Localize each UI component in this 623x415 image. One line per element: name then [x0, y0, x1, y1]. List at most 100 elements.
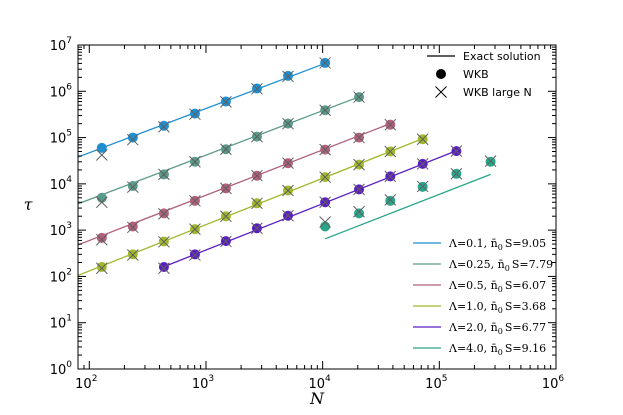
wkb-point: [96, 232, 107, 243]
wkb-large-n-point: [484, 155, 497, 167]
x-tick-base: 10: [309, 377, 326, 392]
exact-solution-line: [162, 150, 457, 268]
cross-stroke: [282, 157, 294, 170]
wkb-large-n-point: [416, 133, 429, 146]
wkb-large-n-point: [220, 143, 232, 156]
cross-stroke: [450, 167, 463, 180]
x-tick-exp: 3: [208, 374, 214, 384]
cross-stroke: [353, 183, 365, 196]
y-tick-exp: 4: [66, 175, 72, 185]
wkb-large-n-point: [126, 181, 139, 193]
cross-stroke: [126, 133, 139, 146]
ticks-layer: [78, 44, 557, 370]
legend-label-part: S=9.16: [505, 342, 546, 355]
cross-stroke: [384, 170, 397, 183]
marker-legend: Exact solution WKB WKB large N: [427, 50, 541, 99]
wkb-large-n-point: [95, 262, 108, 275]
wkb-large-n-point: [353, 158, 365, 171]
cross-stroke: [220, 143, 232, 156]
wkb-large-n-point: [319, 171, 331, 183]
wkb-point: [158, 261, 169, 272]
wkb-large-n-point: [189, 155, 201, 168]
wkb-large-n-point: [158, 207, 170, 220]
wkb-large-n-point: [158, 168, 170, 181]
series-layer: [78, 57, 497, 277]
legend-label-part: n̄: [491, 321, 498, 334]
cross-stroke: [158, 262, 170, 275]
cross-stroke: [95, 196, 108, 209]
wkb-large-n-point: [282, 117, 294, 130]
x-tick-exp: 5: [442, 374, 448, 384]
y-tick-exp: 7: [66, 36, 72, 46]
wkb-large-n-point: [384, 194, 397, 206]
x-tick-base: 10: [542, 377, 559, 392]
series-legend-label: Λ=0.25, n̄0 S=7.79: [448, 258, 553, 273]
y-tick-exp: 1: [66, 314, 72, 324]
wkb-large-n-point: [353, 131, 365, 144]
y-tick-label: 102: [50, 267, 72, 285]
x-tick-label: 102: [75, 374, 97, 392]
series-legend-label: Λ=2.0, n̄0 S=6.77: [448, 321, 546, 336]
legend-label-part: n̄: [491, 237, 498, 250]
cross-stroke: [416, 158, 429, 170]
y-tick-base: 10: [50, 363, 67, 378]
series-group: [78, 118, 397, 246]
legend-label-part: 0: [498, 348, 503, 357]
wkb-point: [354, 208, 365, 219]
wkb-large-n-point: [282, 209, 294, 222]
wkb-large-n-point: [251, 82, 263, 95]
wkb-large-n-point: [95, 233, 108, 246]
wkb-large-n-point: [416, 180, 429, 193]
wkb-point: [127, 221, 138, 232]
wkb-point: [96, 192, 107, 203]
y-tick-base: 10: [50, 270, 67, 285]
legend-label-part: S=9.05: [505, 237, 546, 250]
wkb-point: [127, 180, 138, 191]
legend-label-part: 0: [498, 306, 503, 315]
x-tick-base: 10: [75, 377, 92, 392]
y-tick-label: 107: [50, 36, 72, 54]
x-axis-title: N: [309, 389, 325, 408]
cross-stroke: [251, 130, 263, 143]
series-group: [78, 57, 331, 161]
legend-label-part: n̄: [491, 300, 498, 313]
series-group: [78, 133, 429, 277]
wkb-large-n-point: [416, 158, 429, 170]
x-tick-label: 103: [192, 374, 214, 392]
legend-label-part: n̄: [498, 258, 505, 271]
cross-stroke: [95, 233, 108, 246]
cross-stroke: [353, 158, 365, 171]
cross-stroke: [282, 209, 294, 222]
wkb-large-n-point: [95, 196, 108, 209]
wkb-point: [385, 195, 396, 206]
cross-stroke: [353, 91, 365, 103]
y-tick-base: 10: [50, 178, 67, 193]
marker-legend-label: WKB: [463, 68, 489, 81]
legend-label-part: n̄: [491, 279, 498, 292]
wkb-large-n-point: [319, 216, 331, 228]
wkb-large-n-point: [189, 249, 201, 261]
series-group: [78, 91, 365, 209]
legend-label-part: S=7.79: [512, 258, 553, 271]
cross-stroke: [319, 57, 331, 69]
cross-stroke: [416, 180, 429, 193]
y-tick-label: 106: [50, 82, 73, 100]
cross-stroke: [220, 182, 232, 195]
wkb-large-n-point: [251, 130, 263, 143]
cross-stroke: [126, 221, 139, 234]
legend-label-part: 0: [498, 327, 503, 336]
cross-stroke: [220, 210, 232, 223]
cross-stroke: [251, 82, 263, 95]
cross-stroke: [189, 108, 201, 121]
legend-label-part: Λ=2.0,: [448, 321, 491, 334]
series-legend-label: Λ=1.0, n̄0 S=3.68: [448, 300, 546, 315]
y-tick-exp: 6: [66, 82, 72, 92]
legend-label-part: 0: [498, 285, 503, 294]
wkb-large-n-point: [251, 197, 263, 210]
legend-label-part: 0: [498, 243, 503, 252]
legend-label-part: S=6.07: [505, 279, 546, 292]
wkb-large-n-point: [319, 57, 331, 69]
cross-stroke: [384, 194, 397, 206]
wkb-large-n-point: [353, 91, 365, 103]
wkb-point: [127, 132, 138, 143]
